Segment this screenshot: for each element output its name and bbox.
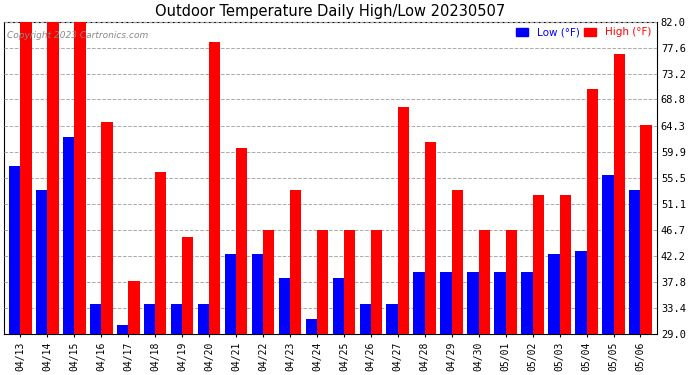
- Bar: [48, 22, 59, 334]
- Bar: [252, 254, 263, 334]
- Bar: [613, 54, 625, 334]
- Bar: [333, 278, 344, 334]
- Bar: [155, 172, 166, 334]
- Bar: [117, 325, 128, 334]
- Bar: [549, 254, 560, 334]
- Bar: [20, 22, 32, 334]
- Bar: [522, 272, 533, 334]
- Bar: [371, 230, 382, 334]
- Bar: [506, 230, 517, 334]
- Bar: [629, 189, 640, 334]
- Bar: [144, 304, 155, 334]
- Bar: [171, 304, 182, 334]
- Bar: [290, 189, 302, 334]
- Bar: [225, 254, 236, 334]
- Bar: [560, 195, 571, 334]
- Bar: [413, 272, 425, 334]
- Bar: [279, 278, 290, 334]
- Bar: [359, 304, 371, 334]
- Bar: [63, 136, 75, 334]
- Bar: [90, 304, 101, 334]
- Bar: [467, 272, 479, 334]
- Bar: [479, 230, 490, 334]
- Bar: [344, 230, 355, 334]
- Bar: [425, 142, 436, 334]
- Bar: [452, 189, 463, 334]
- Bar: [209, 42, 220, 334]
- Bar: [263, 230, 275, 334]
- Title: Outdoor Temperature Daily High/Low 20230507: Outdoor Temperature Daily High/Low 20230…: [155, 4, 506, 19]
- Bar: [9, 166, 20, 334]
- Bar: [494, 272, 506, 334]
- Bar: [586, 90, 598, 334]
- Bar: [640, 125, 652, 334]
- Bar: [306, 319, 317, 334]
- Bar: [317, 230, 328, 334]
- Bar: [182, 237, 193, 334]
- Bar: [533, 195, 544, 334]
- Bar: [36, 189, 48, 334]
- Bar: [101, 122, 112, 334]
- Bar: [198, 304, 209, 334]
- Bar: [575, 251, 586, 334]
- Text: Copyright 2023 Cartronics.com: Copyright 2023 Cartronics.com: [8, 31, 148, 40]
- Bar: [440, 272, 452, 334]
- Bar: [75, 22, 86, 334]
- Bar: [602, 175, 613, 334]
- Bar: [398, 107, 409, 334]
- Bar: [128, 281, 139, 334]
- Legend: Low (°F), High (°F): Low (°F), High (°F): [512, 23, 655, 42]
- Bar: [236, 148, 248, 334]
- Bar: [386, 304, 398, 334]
